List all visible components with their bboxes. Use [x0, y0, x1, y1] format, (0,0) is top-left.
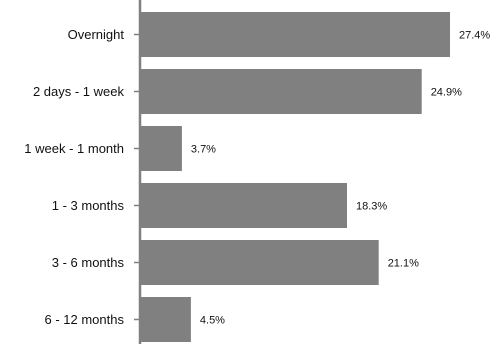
- labels-layer: Overnight 27.4% 2 days - 1 week 24.9% 1 week…: [24, 27, 490, 327]
- bar-1: [140, 69, 422, 114]
- value-label-1: 24.9%: [431, 87, 462, 99]
- value-label-2: 3.7%: [191, 144, 216, 156]
- category-label-3: 1 - 3 months: [52, 198, 125, 213]
- category-label-1: 2 days - 1 week: [33, 84, 125, 99]
- axis-layer: [134, 0, 142, 344]
- category-label-5: 6 - 12 months: [45, 312, 125, 327]
- category-label-2: 1 week - 1 month: [24, 141, 124, 156]
- bar-2: [140, 126, 182, 171]
- bars-layer: [140, 12, 450, 342]
- category-label-4: 3 - 6 months: [52, 255, 125, 270]
- bar-3: [140, 183, 347, 228]
- value-label-4: 21.1%: [388, 258, 419, 270]
- value-label-0: 27.4%: [459, 30, 490, 42]
- bar-5: [140, 297, 191, 342]
- value-label-3: 18.3%: [356, 201, 387, 213]
- category-label-0: Overnight: [68, 27, 125, 42]
- bar-0: [140, 12, 450, 57]
- value-label-5: 4.5%: [200, 315, 225, 327]
- bar-4: [140, 240, 379, 285]
